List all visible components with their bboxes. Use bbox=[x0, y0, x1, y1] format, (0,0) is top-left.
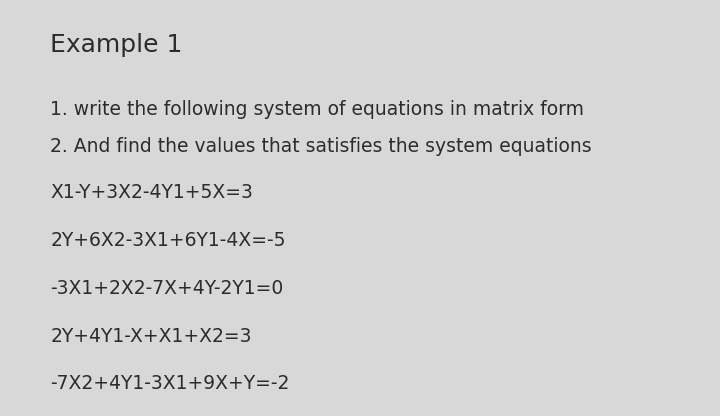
Text: -7X2+4Y1-3X1+9X+Y=-2: -7X2+4Y1-3X1+9X+Y=-2 bbox=[50, 374, 289, 394]
Text: 2. And find the values that satisfies the system equations: 2. And find the values that satisfies th… bbox=[50, 137, 592, 156]
Text: Example 1: Example 1 bbox=[50, 33, 183, 57]
Text: 1. write the following system of equations in matrix form: 1. write the following system of equatio… bbox=[50, 100, 585, 119]
Text: X1-Y+3X2-4Y1+5X=3: X1-Y+3X2-4Y1+5X=3 bbox=[50, 183, 253, 202]
Text: 2Y+6X2-3X1+6Y1-4X=-5: 2Y+6X2-3X1+6Y1-4X=-5 bbox=[50, 231, 286, 250]
Text: 2Y+4Y1-X+X1+X2=3: 2Y+4Y1-X+X1+X2=3 bbox=[50, 327, 252, 346]
Text: -3X1+2X2-7X+4Y-2Y1=0: -3X1+2X2-7X+4Y-2Y1=0 bbox=[50, 279, 284, 298]
